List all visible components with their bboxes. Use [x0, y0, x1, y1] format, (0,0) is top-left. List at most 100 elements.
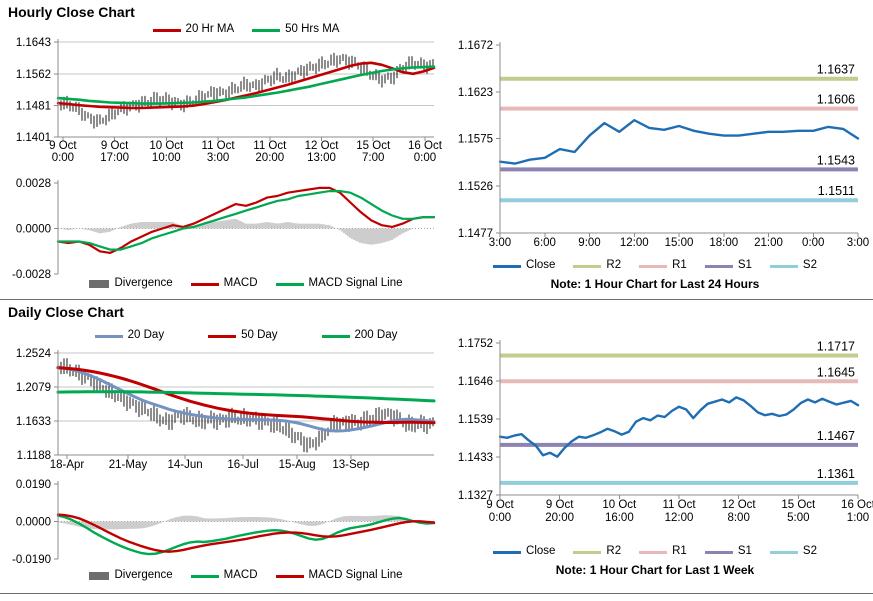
- daily-ma-legend: 20 Day 50 Day 200 Day: [58, 328, 434, 344]
- legend-item-macd: MACD: [190, 277, 258, 290]
- pivot-level-value-s2: 1.1511: [818, 184, 855, 198]
- x-tick-label: 18:00: [709, 237, 738, 249]
- legend-label: S2: [802, 259, 817, 272]
- x-tick-label: 12 Oct: [305, 140, 340, 152]
- legend-label: Divergence: [114, 277, 173, 290]
- legend-item-macd-signal-line: MACD Signal Line: [275, 278, 403, 290]
- daily-close-panel: Daily Close Chart 20 Day 50 Day 200 Day 1.…: [0, 300, 437, 593]
- x-tick-label: 10 Oct: [149, 140, 184, 152]
- legend-label: S2: [802, 545, 817, 558]
- close-swatch-icon: [493, 550, 522, 554]
- daily-macd-chart: 0.0190 0.0000 -0.0190: [12, 479, 436, 566]
- y-tick-label: 1.1575: [458, 134, 493, 146]
- y-tick-label: 1.1562: [16, 69, 51, 81]
- pivot-level-value-r1: 1.1645: [817, 365, 855, 379]
- 50-hrs-ma-swatch-icon: [252, 28, 281, 32]
- pivot-level-value-r2: 1.1637: [817, 63, 855, 77]
- s1-swatch-icon: [704, 264, 733, 268]
- legend-item-s2: S2: [769, 545, 817, 558]
- hourly-pivot-note: Note: 1 Hour Chart for Last 24 Hours: [550, 277, 760, 291]
- x-tick-label: 16 Oct: [841, 499, 873, 511]
- legend-item-20-day: 20 Day: [94, 329, 165, 342]
- close-swatch-icon: [493, 264, 522, 268]
- series-close: [57, 358, 434, 453]
- legend-item-200-day: 200 Day: [321, 330, 397, 342]
- legend-label: Close: [526, 259, 556, 272]
- daily-pivot-legend: Close R2 R1 S1 S2: [437, 544, 873, 560]
- x-tick-label: 9 Oct: [546, 499, 574, 511]
- x-tick-label: 20:00: [255, 152, 284, 164]
- y-tick-label: 0.0190: [16, 479, 51, 491]
- x-tick-label: 9:00: [578, 237, 600, 249]
- y-tick-label: 1.1327: [458, 490, 493, 502]
- x-tick-label: 0:00: [489, 512, 511, 524]
- series-close: [498, 396, 860, 458]
- x-tick-label: 0:00: [414, 152, 436, 164]
- y-tick-label: -0.0190: [12, 554, 51, 566]
- x-tick-label: 12:00: [620, 237, 649, 249]
- legend-label: S1: [737, 259, 752, 272]
- x-tick-label: 9 Oct: [486, 499, 514, 511]
- x-tick-label: 11 Oct: [662, 499, 696, 511]
- y-tick-label: 0.0028: [16, 178, 51, 190]
- legend-item-20-hr-ma: 20 Hr MA: [152, 24, 234, 36]
- x-tick-label: 3:00: [847, 237, 869, 249]
- legend-label: MACD Signal Line: [308, 569, 403, 582]
- x-tick-label: 13:00: [307, 152, 336, 164]
- series-20-day: [56, 365, 436, 433]
- x-tick-label: 11 Oct: [253, 140, 287, 152]
- macd-signal-line-swatch-icon: [275, 574, 304, 578]
- s2-swatch-icon: [769, 264, 798, 268]
- row-separator-top: [0, 299, 873, 300]
- legend-item-close: Close: [493, 546, 555, 558]
- hourly-macd-chart: 0.0028 0.0000 -0.0028: [12, 178, 436, 281]
- pivot-level-value-r2: 1.1717: [817, 340, 855, 354]
- pivot-level-value-s2: 1.1361: [817, 467, 855, 481]
- y-tick-label: 1.1477: [458, 228, 493, 240]
- y-tick-label: 1.1643: [16, 37, 51, 49]
- legend-label: 20 Day: [127, 329, 165, 342]
- legend-item-close: Close: [493, 260, 555, 272]
- legend-label: MACD: [223, 277, 258, 290]
- 20-day-swatch-icon: [94, 334, 123, 338]
- x-tick-label: 20:00: [545, 512, 574, 524]
- hourly-ma-legend: 20 Hr MA 50 Hrs MA: [58, 22, 434, 38]
- legend-label: S1: [737, 545, 752, 558]
- daily-pivot-note: Note: 1 Hour Chart for Last 1 Week: [555, 563, 755, 577]
- x-tick-label: 12 Oct: [722, 499, 757, 511]
- hourly-close-panel: Hourly Close Chart 20 Hr MA 50 Hrs MA 1.1…: [0, 0, 443, 299]
- x-tick-label: 1:00: [847, 512, 869, 524]
- legend-item-s1: S1: [704, 545, 752, 558]
- daily-pivot-panel: 1.1752 1.1646 1.1539 1.1433 1.1327 9 Oct 0:00 9…: [437, 300, 873, 593]
- s2-swatch-icon: [769, 550, 798, 554]
- x-tick-label: 6:00: [534, 237, 556, 249]
- 20-hr-ma-swatch-icon: [152, 28, 181, 32]
- y-tick-label: 1.2524: [16, 348, 52, 360]
- x-tick-label: 3:00: [489, 237, 511, 249]
- y-tick-label: 1.1672: [458, 40, 493, 52]
- series-200-day: [56, 390, 436, 403]
- legend-label: 50 Hrs MA: [285, 23, 340, 36]
- x-tick-label: 10 Oct: [602, 499, 637, 511]
- x-tick-label: 0:00: [802, 237, 824, 249]
- legend-label: R1: [672, 545, 687, 558]
- legend-item-macd-signal-line: MACD Signal Line: [275, 569, 403, 582]
- x-tick-label: 15 Oct: [356, 140, 391, 152]
- divergence-swatch-icon: [89, 280, 110, 288]
- x-tick-label: 10:00: [152, 152, 181, 164]
- x-tick-label: 17:00: [100, 152, 129, 164]
- x-tick-label: 16:00: [605, 512, 634, 524]
- legend-item-divergence: Divergence: [89, 569, 173, 582]
- 50-day-swatch-icon: [208, 334, 237, 338]
- s1-swatch-icon: [704, 550, 733, 554]
- y-tick-label: 1.1401: [16, 132, 51, 144]
- macd-swatch-icon: [190, 282, 219, 286]
- legend-label: Divergence: [114, 569, 173, 582]
- x-tick-label: 14-Jun: [168, 459, 203, 471]
- legend-label: R2: [606, 259, 622, 272]
- x-tick-label: 16-Jul: [227, 459, 258, 471]
- series-close: [498, 118, 860, 165]
- x-tick-label: 7:00: [362, 152, 384, 164]
